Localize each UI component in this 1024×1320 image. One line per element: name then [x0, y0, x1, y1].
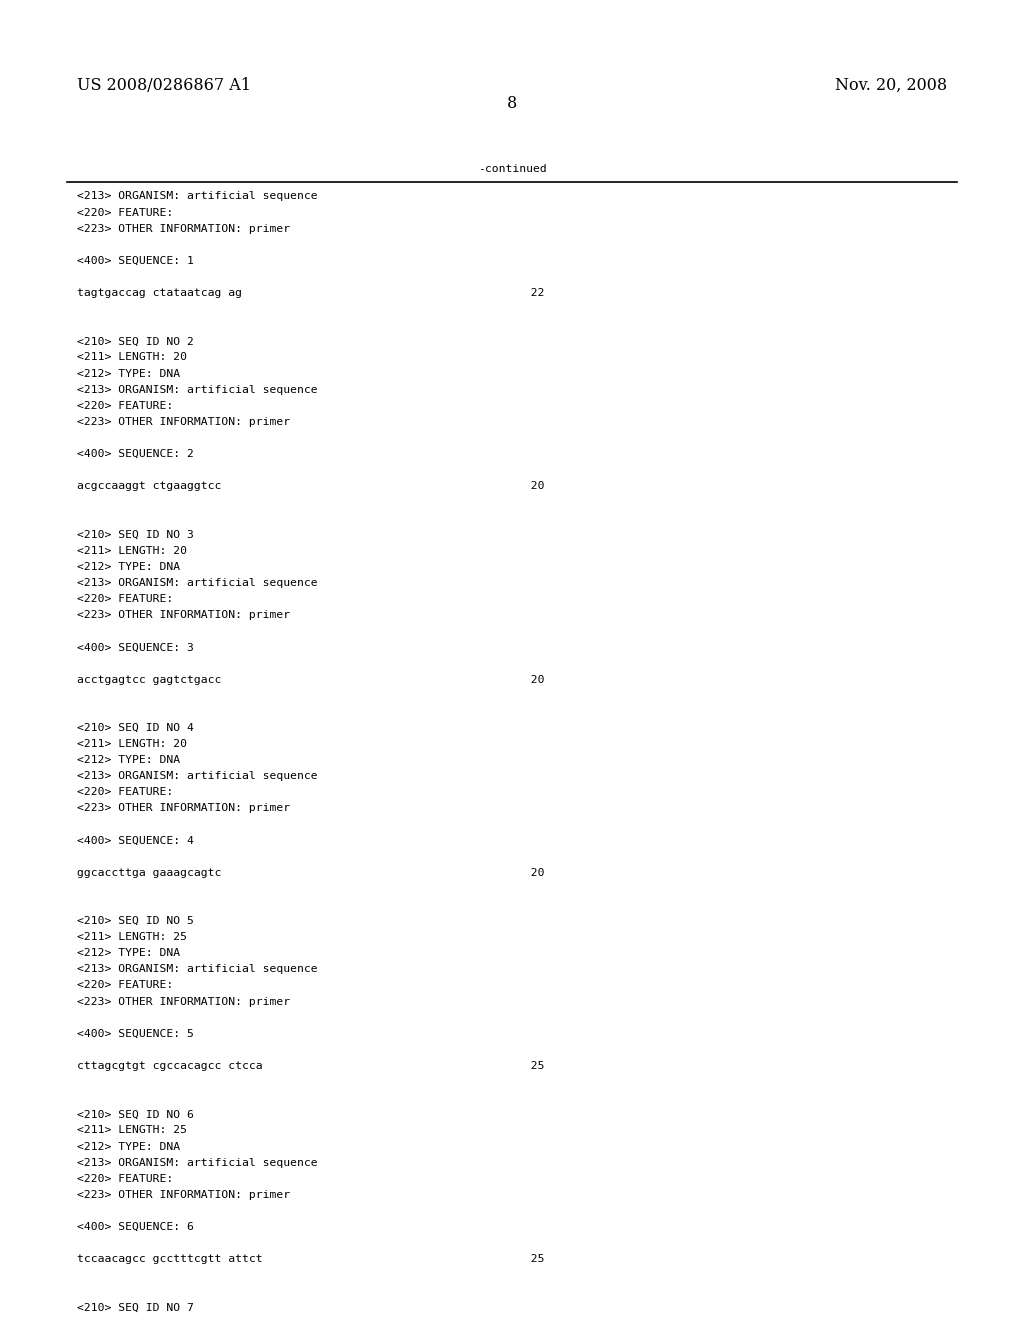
- Text: <211> LENGTH: 20: <211> LENGTH: 20: [77, 739, 186, 748]
- Text: <220> FEATURE:: <220> FEATURE:: [77, 787, 173, 797]
- Text: <223> OTHER INFORMATION: primer: <223> OTHER INFORMATION: primer: [77, 997, 290, 1007]
- Text: <213> ORGANISM: artificial sequence: <213> ORGANISM: artificial sequence: [77, 191, 317, 202]
- Text: tccaacagcc gcctttcgtt attct                                       25: tccaacagcc gcctttcgtt attct 25: [77, 1254, 545, 1265]
- Text: <400> SEQUENCE: 1: <400> SEQUENCE: 1: [77, 256, 194, 265]
- Text: <212> TYPE: DNA: <212> TYPE: DNA: [77, 1142, 180, 1151]
- Text: <400> SEQUENCE: 2: <400> SEQUENCE: 2: [77, 449, 194, 459]
- Text: <212> TYPE: DNA: <212> TYPE: DNA: [77, 755, 180, 766]
- Text: tagtgaccag ctataatcag ag                                          22: tagtgaccag ctataatcag ag 22: [77, 288, 545, 298]
- Text: <210> SEQ ID NO 2: <210> SEQ ID NO 2: [77, 337, 194, 346]
- Text: <400> SEQUENCE: 5: <400> SEQUENCE: 5: [77, 1028, 194, 1039]
- Text: <211> LENGTH: 20: <211> LENGTH: 20: [77, 352, 186, 363]
- Text: <220> FEATURE:: <220> FEATURE:: [77, 207, 173, 218]
- Text: <210> SEQ ID NO 6: <210> SEQ ID NO 6: [77, 1109, 194, 1119]
- Text: ggcaccttga gaaagcagtc                                             20: ggcaccttga gaaagcagtc 20: [77, 867, 545, 878]
- Text: acgccaaggt ctgaaggtcc                                             20: acgccaaggt ctgaaggtcc 20: [77, 482, 545, 491]
- Text: <211> LENGTH: 25: <211> LENGTH: 25: [77, 932, 186, 942]
- Text: <212> TYPE: DNA: <212> TYPE: DNA: [77, 368, 180, 379]
- Text: <211> LENGTH: 20: <211> LENGTH: 20: [77, 545, 186, 556]
- Text: <223> OTHER INFORMATION: primer: <223> OTHER INFORMATION: primer: [77, 417, 290, 426]
- Text: <220> FEATURE:: <220> FEATURE:: [77, 981, 173, 990]
- Text: <212> TYPE: DNA: <212> TYPE: DNA: [77, 948, 180, 958]
- Text: <210> SEQ ID NO 7: <210> SEQ ID NO 7: [77, 1303, 194, 1312]
- Text: <213> ORGANISM: artificial sequence: <213> ORGANISM: artificial sequence: [77, 771, 317, 781]
- Text: <211> LENGTH: 25: <211> LENGTH: 25: [77, 1126, 186, 1135]
- Text: <213> ORGANISM: artificial sequence: <213> ORGANISM: artificial sequence: [77, 1158, 317, 1168]
- Text: <212> TYPE: DNA: <212> TYPE: DNA: [77, 562, 180, 572]
- Text: <220> FEATURE:: <220> FEATURE:: [77, 594, 173, 605]
- Text: US 2008/0286867 A1: US 2008/0286867 A1: [77, 77, 251, 94]
- Text: <213> ORGANISM: artificial sequence: <213> ORGANISM: artificial sequence: [77, 384, 317, 395]
- Text: <210> SEQ ID NO 5: <210> SEQ ID NO 5: [77, 916, 194, 927]
- Text: <223> OTHER INFORMATION: primer: <223> OTHER INFORMATION: primer: [77, 610, 290, 620]
- Text: <400> SEQUENCE: 4: <400> SEQUENCE: 4: [77, 836, 194, 846]
- Text: <400> SEQUENCE: 3: <400> SEQUENCE: 3: [77, 643, 194, 652]
- Text: <210> SEQ ID NO 4: <210> SEQ ID NO 4: [77, 723, 194, 733]
- Text: acctgagtcc gagtctgacc                                             20: acctgagtcc gagtctgacc 20: [77, 675, 545, 685]
- Text: Nov. 20, 2008: Nov. 20, 2008: [836, 77, 947, 94]
- Text: <220> FEATURE:: <220> FEATURE:: [77, 1173, 173, 1184]
- Text: <213> ORGANISM: artificial sequence: <213> ORGANISM: artificial sequence: [77, 578, 317, 587]
- Text: <220> FEATURE:: <220> FEATURE:: [77, 401, 173, 411]
- Text: -continued: -continued: [477, 164, 547, 174]
- Text: cttagcgtgt cgccacagcc ctcca                                       25: cttagcgtgt cgccacagcc ctcca 25: [77, 1061, 545, 1071]
- Text: <223> OTHER INFORMATION: primer: <223> OTHER INFORMATION: primer: [77, 804, 290, 813]
- Text: <223> OTHER INFORMATION: primer: <223> OTHER INFORMATION: primer: [77, 1189, 290, 1200]
- Text: <210> SEQ ID NO 3: <210> SEQ ID NO 3: [77, 529, 194, 540]
- Text: 8: 8: [507, 95, 517, 112]
- Text: <223> OTHER INFORMATION: primer: <223> OTHER INFORMATION: primer: [77, 223, 290, 234]
- Text: <400> SEQUENCE: 6: <400> SEQUENCE: 6: [77, 1222, 194, 1232]
- Text: <213> ORGANISM: artificial sequence: <213> ORGANISM: artificial sequence: [77, 965, 317, 974]
